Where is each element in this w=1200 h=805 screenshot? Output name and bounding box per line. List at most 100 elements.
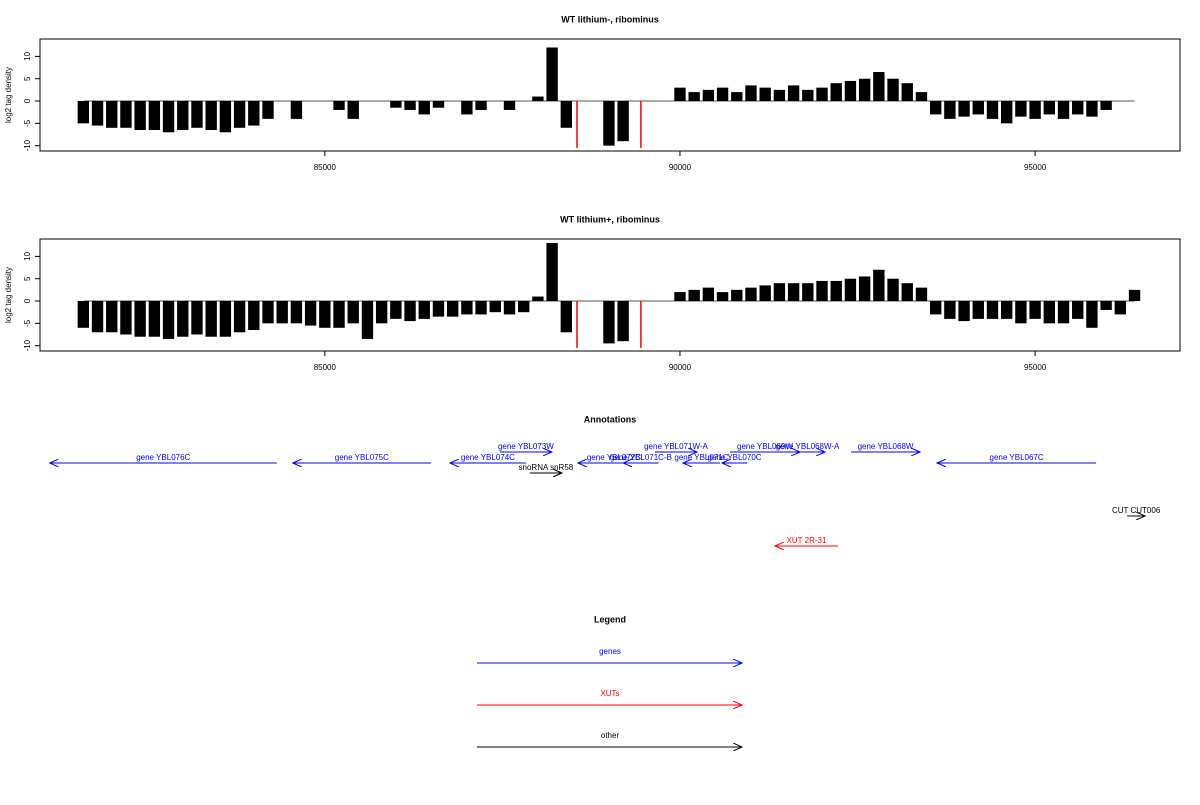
bar (929, 101, 942, 115)
x-tick-label: 85000 (314, 363, 337, 372)
bar (333, 101, 345, 110)
bar (830, 280, 842, 302)
feature-label: gene YBL069W (737, 442, 793, 451)
bar (1015, 101, 1027, 117)
bar (1072, 301, 1084, 319)
bar (532, 96, 544, 102)
bar (262, 301, 274, 324)
bar (134, 301, 146, 337)
bar (915, 287, 928, 302)
y-tick-label: 5 (23, 76, 32, 81)
bar (347, 301, 359, 324)
feature-label: CUT CUT006 (1112, 506, 1161, 515)
bar (1128, 289, 1141, 302)
y-tick-label: 10 (23, 251, 32, 260)
bar (120, 301, 132, 335)
feature-label: gene YBL073W (498, 442, 554, 451)
bar (375, 301, 388, 324)
bar (432, 301, 445, 317)
bar (1001, 301, 1013, 319)
bar (858, 276, 871, 302)
bar (219, 301, 232, 337)
bar (148, 301, 161, 337)
bar (1114, 301, 1127, 315)
bar (404, 101, 416, 110)
bar (276, 301, 288, 324)
bar (233, 301, 246, 333)
bar (915, 92, 928, 102)
bar (1086, 101, 1098, 117)
bar (972, 101, 984, 115)
bar (91, 101, 104, 126)
bar (560, 101, 572, 128)
bar (716, 292, 729, 302)
feature-label: gene YBL070C (707, 453, 761, 462)
bar (1057, 101, 1070, 119)
bar (191, 301, 203, 335)
bar (1057, 301, 1070, 324)
feature-label: gene YBL068W (858, 442, 914, 451)
feature-label: gene YBL068W-A (776, 442, 840, 451)
feature-label: gene YBL074C (461, 453, 515, 462)
bar (191, 101, 203, 128)
bar (205, 101, 217, 131)
bar (262, 101, 274, 119)
bar (944, 301, 956, 319)
bar (503, 101, 516, 110)
bar (745, 287, 757, 302)
bar (858, 78, 871, 102)
bar (617, 301, 629, 342)
y-axis-label: log2 tag density (4, 267, 13, 323)
bar (731, 289, 743, 302)
bar (944, 101, 956, 119)
bar (702, 89, 715, 102)
y-tick-label: -5 (23, 119, 32, 127)
bar (77, 101, 90, 124)
bar (205, 301, 217, 337)
chart-title: WT lithium+, ribominus (560, 214, 660, 224)
bar (873, 269, 885, 302)
bar (745, 85, 757, 102)
bar (106, 301, 118, 333)
bar (177, 301, 189, 337)
bar (802, 89, 814, 102)
bar (603, 101, 615, 146)
bar (120, 101, 132, 128)
bar (830, 83, 842, 102)
bar (1043, 101, 1055, 115)
legend-label: genes (599, 647, 621, 656)
bar (674, 292, 686, 302)
bar (731, 92, 743, 102)
bar (787, 283, 800, 302)
bar (986, 301, 999, 319)
x-tick-label: 85000 (314, 163, 337, 172)
bar (802, 283, 814, 302)
bar (461, 301, 473, 315)
bar (177, 101, 189, 131)
y-tick-label: -10 (23, 139, 32, 151)
bar (233, 101, 246, 128)
bar (1043, 301, 1055, 324)
bar (390, 301, 402, 319)
bar (1100, 101, 1112, 110)
bar (489, 301, 501, 313)
bar (390, 101, 402, 108)
bar (576, 301, 578, 348)
bar (1001, 101, 1013, 124)
bar (418, 301, 430, 319)
bar (319, 301, 331, 328)
y-tick-label: 0 (23, 298, 32, 303)
bar (576, 101, 578, 148)
x-tick-label: 95000 (1024, 163, 1047, 172)
x-tick-label: 95000 (1024, 363, 1047, 372)
bar (91, 301, 104, 333)
bar (901, 283, 913, 302)
chart-title: WT lithium-, ribominus (561, 14, 659, 24)
bar (347, 101, 359, 119)
bar (844, 278, 857, 302)
plot-frame (39, 238, 1181, 352)
bar (560, 301, 572, 333)
bar (475, 101, 487, 110)
